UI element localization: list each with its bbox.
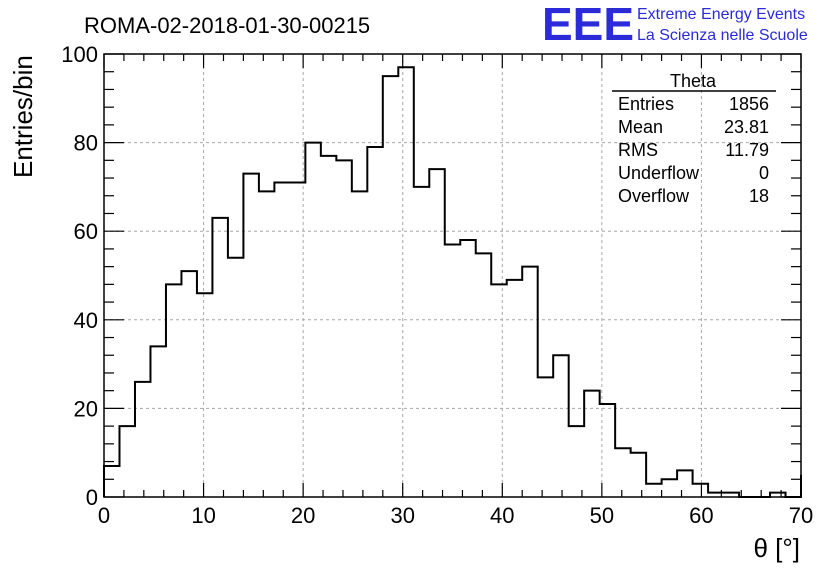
logo-line-1: Extreme Energy Events	[637, 6, 805, 23]
stats-value: 1856	[729, 94, 769, 114]
logo-line-2: La Scienza nelle Scuole	[637, 27, 808, 44]
stats-box: Theta Entries 1856 Mean 23.81 RMS 11.79 Underf…	[612, 71, 776, 206]
grid-lines	[104, 54, 801, 497]
stats-value: 11.79	[725, 140, 769, 160]
x-axis-title: θ [°]	[753, 533, 800, 563]
x-tick-label: 30	[390, 503, 414, 528]
y-tick-label: 40	[74, 308, 98, 333]
plot-frame	[103, 53, 802, 498]
eee-logo: EEE	[542, 0, 634, 50]
stats-rows: Entries 1856 Mean 23.81 RMS 11.79 Underflow 0 Ov…	[618, 94, 769, 206]
y-tick-label: 20	[74, 396, 98, 421]
chart-title: ROMA-02-2018-01-30-00215	[84, 13, 370, 38]
x-tick-label: 40	[490, 503, 514, 528]
stats-label: Mean	[618, 117, 663, 137]
stats-value: 23.81	[724, 117, 769, 137]
x-tick-label: 50	[590, 503, 614, 528]
y-tick-label: 0	[86, 485, 98, 510]
x-tick-label: 0	[98, 503, 110, 528]
stats-value: 18	[749, 186, 769, 206]
stats-value: 0	[759, 163, 769, 183]
stats-label: Overflow	[618, 186, 690, 206]
tick-labels: 0 10 20 30 40 50 60 70 0 20 40 60 80 100	[61, 42, 813, 528]
histogram-series	[103, 66, 802, 498]
stats-label: RMS	[618, 140, 658, 160]
axis-ticks	[103, 53, 802, 498]
y-tick-label: 100	[61, 42, 98, 67]
x-tick-label: 20	[291, 503, 315, 528]
x-tick-label: 70	[789, 503, 813, 528]
y-tick-label: 60	[74, 219, 98, 244]
y-axis-title: Entries/bin	[8, 55, 38, 178]
stats-title: Theta	[670, 71, 717, 91]
x-tick-label: 60	[689, 503, 713, 528]
y-tick-label: 80	[74, 131, 98, 156]
x-tick-label: 10	[191, 503, 215, 528]
stats-label: Underflow	[618, 163, 700, 183]
stats-label: Entries	[618, 94, 674, 114]
